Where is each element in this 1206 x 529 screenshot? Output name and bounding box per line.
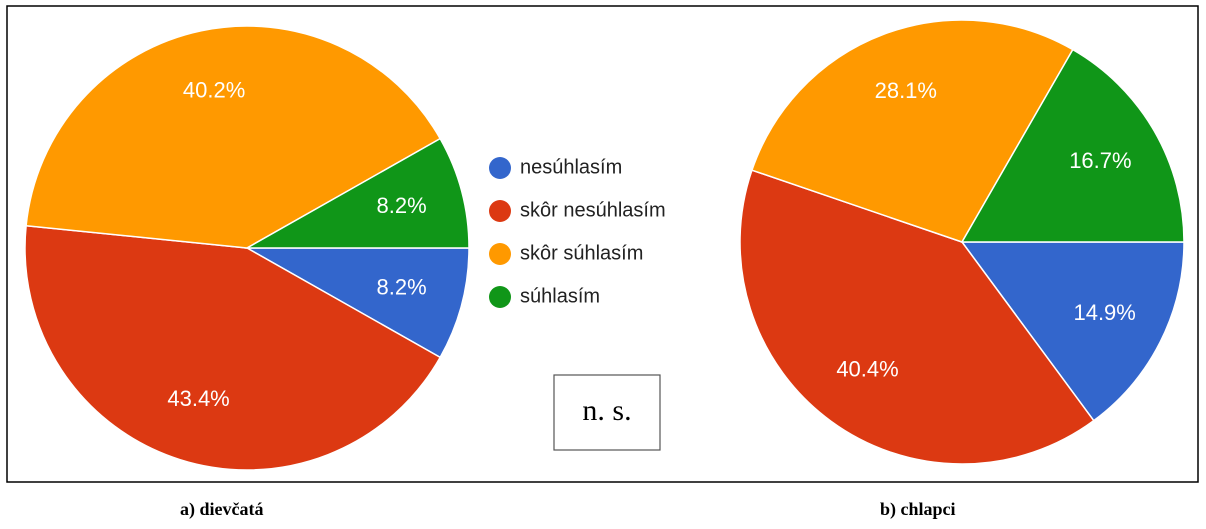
slice-label: 40.4% <box>836 357 898 382</box>
pie-slice <box>244 137 470 249</box>
slice-label: 8.2% <box>376 193 426 218</box>
slice-label: 28.1% <box>875 78 937 103</box>
pie-slice <box>750 19 1074 243</box>
pie-slice <box>960 48 1185 243</box>
legend-swatch <box>489 200 511 222</box>
legend-label: skôr súhlasím <box>520 242 643 264</box>
slice-label: 43.4% <box>167 386 229 411</box>
legend-swatch <box>489 157 511 179</box>
caption: a) dievčatá <box>180 499 263 520</box>
legend-swatch <box>489 243 511 265</box>
legend-swatch <box>489 286 511 308</box>
legend-label: súhlasím <box>520 285 600 307</box>
annotation-box <box>553 374 661 451</box>
slice-label: 14.9% <box>1073 300 1135 325</box>
pie-slice <box>739 169 1095 465</box>
caption: b) chlapci <box>880 499 956 520</box>
pie-slice <box>244 247 470 359</box>
legend-label: skôr nesúhlasím <box>520 199 666 221</box>
frame <box>6 5 1199 483</box>
annotation: n. s. <box>582 394 631 427</box>
slice-label: 40.2% <box>183 77 245 102</box>
pie-slice <box>24 224 442 471</box>
legend-label: nesúhlasím <box>520 156 622 178</box>
pie-slice <box>25 25 442 249</box>
slice-label: 8.2% <box>376 275 426 300</box>
pie-slice <box>960 241 1185 422</box>
slice-label: 16.7% <box>1069 148 1131 173</box>
